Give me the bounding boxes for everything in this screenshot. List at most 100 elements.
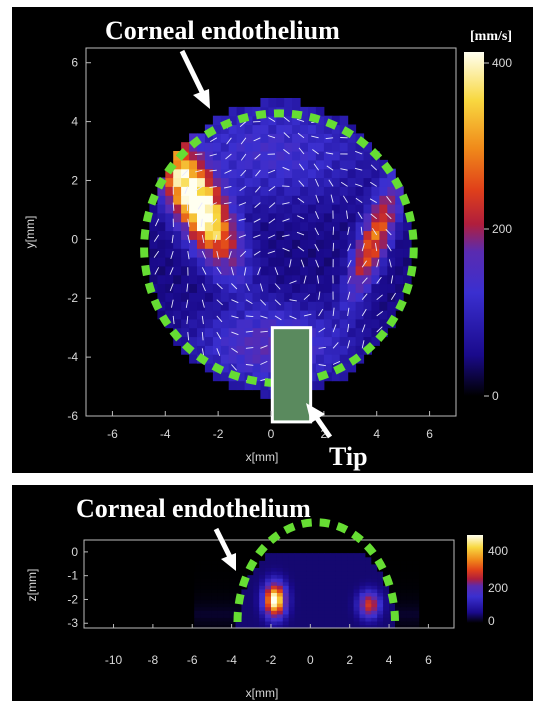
heatmap-cell	[347, 624, 355, 629]
heatmap-cell	[353, 563, 361, 568]
heatmap-cell	[323, 212, 333, 223]
heatmap-cell	[315, 133, 325, 143]
heatmap-cell	[395, 274, 404, 285]
heatmap-cell	[300, 124, 309, 134]
heatmap-cell	[235, 585, 242, 590]
heatmap-cell	[331, 159, 341, 170]
heatmap-cell	[379, 212, 388, 223]
heatmap-cell	[212, 292, 222, 302]
heatmap-cell	[403, 248, 412, 258]
heatmap-cell	[306, 585, 313, 590]
heatmap-cell	[292, 204, 301, 214]
heatmap-cell	[189, 248, 198, 258]
heatmap-cell	[387, 221, 396, 232]
heatmap-cell	[288, 581, 296, 586]
heatmap-cell	[228, 186, 238, 196]
heatmap-cell	[259, 595, 266, 601]
heatmap-cell	[211, 620, 219, 626]
heatmap-cell	[247, 606, 254, 611]
heatmap-cell	[271, 581, 278, 586]
heatmap-cell	[204, 274, 214, 285]
heatmap-cell	[315, 142, 325, 152]
heatmap-cell	[308, 106, 317, 117]
velocity-vector	[340, 181, 348, 187]
heatmap-cell	[268, 177, 277, 187]
heatmap-cell	[323, 159, 333, 170]
velocity-vector	[347, 340, 351, 349]
heatmap-cell	[197, 292, 206, 302]
heatmap-cell	[260, 318, 269, 329]
heatmap-cell	[400, 585, 408, 590]
colorbar-tick-400: 400	[488, 544, 508, 558]
velocity-vector	[239, 186, 247, 192]
heatmap-cell	[312, 570, 319, 576]
heatmap-cell	[395, 585, 402, 590]
heatmap-cell	[347, 610, 355, 615]
heatmap-cell	[149, 257, 158, 267]
heatmap-cell	[276, 592, 284, 597]
heatmap-cell	[323, 230, 333, 240]
heatmap-cell	[312, 578, 319, 583]
heatmap-cell	[324, 574, 331, 579]
heatmap-cell	[318, 603, 325, 608]
heatmap-cell	[318, 553, 325, 558]
heatmap-cell	[331, 239, 341, 249]
heatmap-cell	[204, 151, 214, 161]
heatmap-cell	[189, 265, 198, 276]
heatmap-cell	[323, 195, 333, 205]
heatmap-cell	[300, 574, 307, 579]
heatmap-cell	[194, 574, 201, 579]
velocity-vector	[210, 137, 218, 142]
heatmap-cell	[220, 354, 230, 364]
heatmap-cell	[371, 567, 378, 572]
heatmap-cell	[400, 588, 408, 593]
heatmap-cell	[252, 230, 261, 240]
heatmap-cell	[395, 592, 402, 597]
heatmap-cell	[347, 592, 355, 597]
z-axis-label: z[mm]	[25, 569, 39, 602]
heatmap-cell	[347, 292, 357, 302]
heatmap-cell	[223, 603, 231, 608]
heatmap-cell	[412, 553, 420, 558]
heatmap-cell	[228, 177, 238, 187]
heatmap-cell	[253, 617, 260, 622]
heatmap-cell	[271, 560, 278, 565]
heatmap-cell	[223, 613, 231, 618]
velocity-vector	[225, 153, 232, 160]
heatmap-cell	[276, 588, 284, 593]
heatmap-cell	[292, 151, 301, 161]
heatmap-cell	[265, 610, 272, 615]
heatmap-cell	[339, 283, 349, 293]
heatmap-cell	[236, 106, 246, 117]
heatmap-cell	[324, 610, 331, 615]
heatmap-cell	[173, 274, 182, 285]
heatmap-cell	[220, 124, 230, 134]
heatmap-cell	[306, 563, 313, 568]
heatmap-cell	[260, 265, 269, 276]
heatmap-cell	[331, 212, 341, 223]
heatmap-cell	[300, 301, 309, 311]
heatmap-cell	[271, 599, 278, 604]
heatmap-cell	[247, 570, 254, 576]
heatmap-cell	[223, 620, 231, 626]
velocity-vector	[318, 291, 321, 300]
heatmap-cell	[271, 606, 278, 611]
heatmap-cell	[288, 567, 296, 572]
heatmap-cell	[339, 239, 349, 249]
heatmap-cell	[211, 613, 219, 618]
velocity-vector	[289, 299, 297, 302]
heatmap-cell	[308, 230, 317, 240]
heatmap-cell	[235, 567, 242, 572]
heatmap-cell	[200, 610, 207, 615]
velocity-map-xz: -10 -8 -6 -4 -2 0 2 4 6 0-1-2-3 x[mm] z[mm] Corn…	[25, 494, 508, 700]
velocity-vector	[240, 137, 247, 145]
heatmap-cell	[288, 606, 296, 611]
heatmap-cell	[282, 610, 290, 615]
heatmap-cell	[282, 606, 290, 611]
heatmap-cell	[371, 265, 380, 276]
heatmap-cell	[268, 212, 277, 223]
heatmap-cell	[173, 159, 182, 170]
heatmap-cell	[236, 310, 246, 320]
heatmap-cell	[276, 574, 284, 579]
heatmap-cell	[347, 560, 355, 565]
